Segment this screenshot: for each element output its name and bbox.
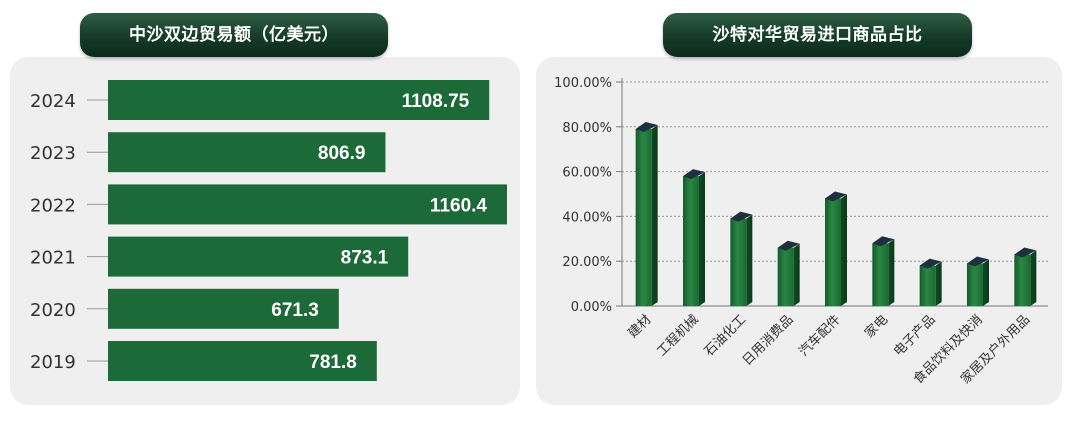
column-top xyxy=(777,240,800,251)
column-top xyxy=(967,256,989,267)
year-label: 2024 xyxy=(30,91,76,112)
category-label: 电子产品 xyxy=(891,312,938,359)
right-chart-title: 沙特对华贸易进口商品占比 xyxy=(663,13,972,57)
trade-value-label: 806.9 xyxy=(318,143,366,164)
trade-value-label: 781.8 xyxy=(309,352,357,373)
year-label: 2022 xyxy=(30,195,76,216)
column-top xyxy=(635,122,658,133)
column-side xyxy=(1030,250,1037,306)
trade-value-label: 1108.75 xyxy=(402,91,470,112)
column-side xyxy=(935,261,942,306)
import-column xyxy=(777,247,794,306)
left-chart-title: 中沙双边贸易额（亿美元） xyxy=(80,13,388,57)
category-label: 家电 xyxy=(861,312,891,342)
column-side xyxy=(841,194,847,306)
column-side xyxy=(983,259,989,306)
y-tick-label: 20.00% xyxy=(562,255,612,270)
column-side xyxy=(651,125,658,306)
category-label: 汽车配件 xyxy=(796,312,844,360)
y-tick-label: 40.00% xyxy=(562,210,612,225)
import-column xyxy=(872,243,889,306)
trade-bar xyxy=(108,132,386,173)
y-tick-label: 100.00% xyxy=(554,76,612,91)
column-top xyxy=(683,169,705,180)
import-column xyxy=(967,263,983,306)
trade-bar xyxy=(108,288,339,329)
category-label: 日用消费品 xyxy=(740,312,797,369)
column-top xyxy=(730,211,753,222)
trade-bar xyxy=(108,184,507,225)
y-tick-label: 80.00% xyxy=(562,121,612,136)
import-column xyxy=(683,176,699,306)
import-column xyxy=(825,198,841,306)
import-column xyxy=(730,218,747,306)
y-tick-label: 0.00% xyxy=(571,300,612,315)
column-top xyxy=(872,236,895,247)
trade-bar xyxy=(108,80,490,120)
column-side xyxy=(793,243,800,306)
category-label: 石油化工 xyxy=(702,312,749,359)
import-share-column-chart: 0.00% 20.00% 40.00% 60.00% 80.00% 100.00% 建材 工程… xyxy=(554,76,1048,387)
column-side xyxy=(699,172,705,306)
column-top xyxy=(1014,247,1037,258)
year-label: 2019 xyxy=(30,352,76,373)
category-label: 建材 xyxy=(625,312,654,341)
column-side xyxy=(746,214,753,306)
year-label: 2023 xyxy=(30,143,76,164)
trade-value-label: 873.1 xyxy=(341,248,389,269)
import-column xyxy=(635,129,652,306)
trade-bar xyxy=(108,341,377,381)
year-label: 2021 xyxy=(30,248,76,269)
y-tick-label: 60.00% xyxy=(562,166,612,181)
trade-bar xyxy=(108,236,409,277)
trade-value-label: 1160.4 xyxy=(430,195,487,216)
column-side xyxy=(888,239,895,306)
trade-value-label: 671.3 xyxy=(271,300,319,321)
import-column xyxy=(1014,254,1031,306)
category-label: 工程机械 xyxy=(654,312,701,359)
column-top xyxy=(919,258,942,269)
right-chart-panel xyxy=(536,57,1062,405)
column-top xyxy=(825,191,847,202)
year-label: 2020 xyxy=(30,300,76,321)
import-column xyxy=(919,265,936,306)
trade-volume-bar-chart: 2024 1108.75 2023 806.9 2022 1160.4 2021 873.1 2… xyxy=(30,80,507,381)
